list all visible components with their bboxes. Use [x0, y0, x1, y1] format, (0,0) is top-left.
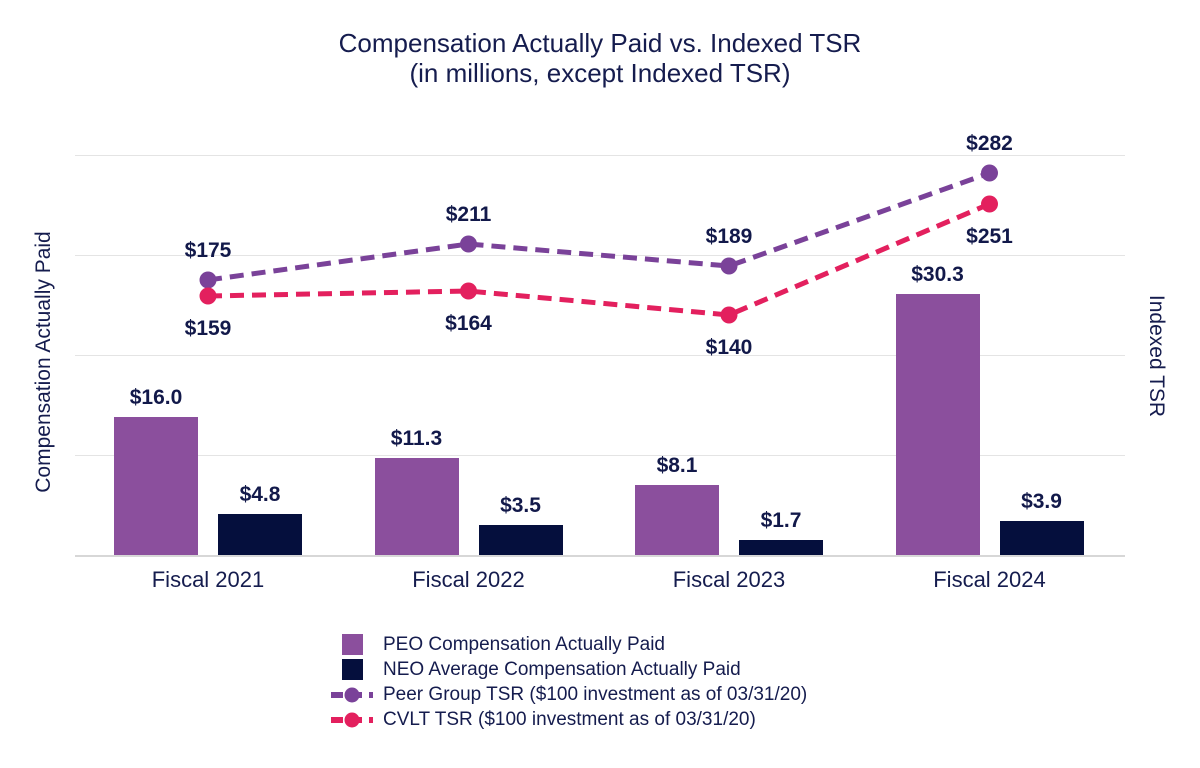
x-axis-label-0: Fiscal 2021 [151, 567, 265, 592]
bar-value-label-neo-1: $3.5 [500, 494, 541, 517]
point-value-label-cvlt-tsr-3: $251 [966, 225, 1013, 248]
bar-value-label-peo-1: $11.3 [390, 427, 443, 450]
point-value-label-peer-tsr-3: $282 [966, 132, 1013, 155]
legend-swatch-icon [330, 658, 374, 682]
color-swatch [341, 659, 363, 680]
bar-value-label-neo-0: $4.8 [239, 483, 281, 506]
legend-item-3: CVLT TSR ($100 investment as of 03/31/20… [330, 707, 807, 732]
legend-item-0: PEO Compensation Actually Paid [330, 632, 807, 657]
bar-peo-2 [635, 485, 719, 555]
chart-title: Compensation Actually Paid vs. Indexed T… [0, 28, 1200, 88]
legend-label: NEO Average Compensation Actually Paid [383, 658, 741, 680]
bar-neo-0 [218, 514, 302, 555]
gridline-tsr-300 [75, 155, 1125, 156]
gridline-tsr-200 [75, 255, 1125, 256]
point-value-label-peer-tsr-1: $211 [445, 203, 492, 226]
bar-peo-1 [374, 458, 459, 555]
legend-label: CVLT TSR ($100 investment as of 03/31/20… [383, 708, 756, 730]
bar-neo-2 [739, 540, 823, 555]
legend-item-2: Peer Group TSR ($100 investment as of 03… [330, 682, 807, 707]
legend-label: PEO Compensation Actually Paid [383, 633, 665, 655]
x-axis-line [75, 555, 1125, 557]
legend-dashed-line-icon [330, 708, 374, 732]
legend-dashed-line-icon [330, 683, 374, 707]
bar-value-label-peo-3: $30.3 [911, 263, 964, 286]
bar-value-label-neo-2: $1.7 [760, 509, 802, 532]
dash-dot-marker [331, 712, 373, 727]
point-value-label-peer-tsr-2: $189 [705, 225, 753, 248]
bar-neo-1 [478, 525, 563, 555]
legend-label: Peer Group TSR ($100 investment as of 03… [383, 683, 808, 705]
legend-swatch-icon [330, 633, 374, 657]
gridline-tsr-100 [75, 355, 1125, 356]
point-value-label-cvlt-tsr-1: $164 [445, 312, 492, 335]
x-axis-label-1: Fiscal 2022 [412, 567, 525, 592]
point-value-label-peer-tsr-0: $175 [184, 239, 232, 262]
bar-value-label-neo-3: $3.9 [1021, 490, 1062, 513]
x-axis-label-3: Fiscal 2024 [933, 567, 1046, 592]
x-axis-label-2: Fiscal 2023 [672, 567, 786, 592]
chart-title-line2: (in millions, except Indexed TSR) [409, 58, 791, 88]
chart-title-line1: Compensation Actually Paid vs. Indexed T… [338, 28, 862, 58]
legend: PEO Compensation Actually Paid NEO Averag… [330, 632, 807, 732]
legend-item-1: NEO Average Compensation Actually Paid [330, 657, 807, 682]
dash-dot-marker [331, 687, 373, 702]
bar-value-label-peo-2: $8.1 [656, 454, 698, 477]
bar-neo-3 [999, 521, 1084, 555]
color-swatch [341, 634, 363, 655]
bar-peo-3 [895, 294, 980, 555]
gridline-tsr-0 [75, 455, 1125, 456]
bar-value-label-peo-0: $16.0 [129, 386, 183, 409]
point-value-label-cvlt-tsr-2: $140 [705, 336, 753, 359]
point-value-label-cvlt-tsr-0: $159 [184, 317, 232, 340]
bar-peo-0 [114, 417, 198, 555]
